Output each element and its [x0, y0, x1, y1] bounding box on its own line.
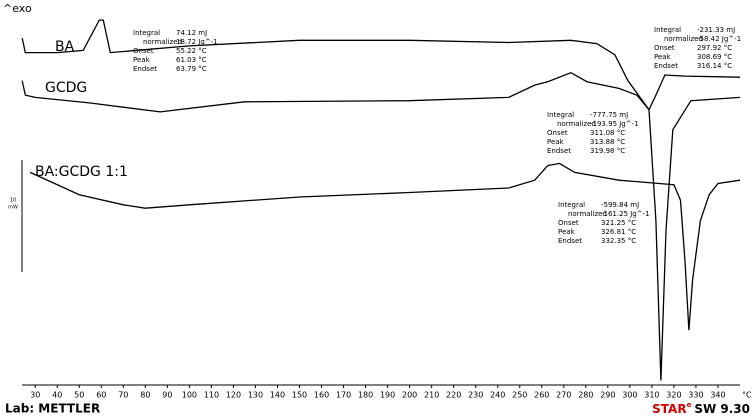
annotation-key: Onset	[654, 44, 675, 52]
x-tick-label: 100	[182, 391, 197, 400]
x-tick-label: 240	[490, 391, 505, 400]
curve	[21, 19, 741, 111]
curve-label: GCDG	[45, 80, 87, 96]
annotation-key: normalized	[143, 38, 182, 46]
brand-mark: e	[687, 401, 692, 409]
annotation-key: Endset	[547, 147, 571, 155]
annotation-value: -161.25 Jg^-1	[601, 210, 650, 218]
y-label: ^exo	[3, 2, 32, 15]
x-tick-label: 170	[336, 391, 351, 400]
annotation-key: Integral	[547, 111, 574, 119]
annotation-value: 61.03 °C	[176, 56, 207, 64]
annotation-value: 63.79 °C	[176, 65, 207, 73]
x-tick-label: 70	[118, 391, 128, 400]
x-tick-label: 200	[402, 391, 417, 400]
annotation-key: Endset	[654, 62, 678, 70]
x-tick-label: 300	[622, 391, 637, 400]
curve-label: BA	[55, 39, 75, 55]
x-tick-label: 120	[226, 391, 241, 400]
annotation-key: Peak	[654, 53, 672, 61]
annotation-key: Integral	[133, 29, 160, 37]
annotation-key: Peak	[558, 228, 576, 236]
annotation-key: Onset	[547, 129, 568, 137]
annotation-value: 297.92 °C	[697, 44, 732, 52]
annotation-value: -58.42 Jg^-1	[697, 35, 741, 43]
x-tick-label: 280	[578, 391, 593, 400]
annotation-key: normalized	[557, 120, 596, 128]
annotation-key: normalized	[568, 210, 607, 218]
x-tick-label: 230	[468, 391, 483, 400]
x-tick-label: 260	[534, 391, 549, 400]
annotation-key: normalized	[664, 35, 703, 43]
x-tick-label: 210	[424, 391, 439, 400]
x-tick-label: 80	[140, 391, 150, 400]
x-tick-label: 60	[96, 391, 106, 400]
annotation-value: -599.84 mJ	[601, 201, 639, 209]
x-tick-label: 50	[74, 391, 84, 400]
annotation-value: 321.25 °C	[601, 219, 636, 227]
scale-bar-unit: mW	[8, 205, 18, 211]
x-tick-label: 160	[314, 391, 329, 400]
x-tick-label: 180	[358, 391, 373, 400]
annotation-key: Onset	[133, 47, 154, 55]
x-tick-label: 40	[52, 391, 62, 400]
x-tick-label: 90	[162, 391, 172, 400]
annotation-value: 326.81 °C	[601, 228, 636, 236]
lab-label: Lab: METTLER	[5, 402, 100, 416]
x-tick-label: 320	[666, 391, 681, 400]
x-tick-label: 340	[710, 391, 725, 400]
annotation-value: 308.69 °C	[697, 53, 732, 61]
x-tick-label: 190	[380, 391, 395, 400]
annotation-key: Integral	[558, 201, 585, 209]
x-tick-label: 150	[292, 391, 307, 400]
annotation-value: 313.88 °C	[590, 138, 625, 146]
annotation-key: Endset	[558, 237, 582, 245]
curve-label: BA:GCDG 1:1	[35, 164, 128, 180]
annotation-key: Endset	[133, 65, 157, 73]
annotation-value: 316.14 °C	[697, 62, 732, 70]
annotation-value: -777.75 mJ	[590, 111, 628, 119]
annotation-value: -193.95 Jg^-1	[590, 120, 639, 128]
software-label: STARe SW 9.30	[652, 401, 750, 416]
x-tick-label: 130	[248, 391, 263, 400]
curve	[21, 71, 741, 381]
x-tick-label: 140	[270, 391, 285, 400]
version: SW 9.30	[694, 402, 750, 416]
x-tick-label: 30	[30, 391, 40, 400]
x-tick-label: 330	[688, 391, 703, 400]
annotation-value: -231.33 mJ	[697, 26, 735, 34]
x-tick-label: 290	[600, 391, 615, 400]
scale-bar-value: 10	[10, 198, 16, 204]
annotation-key: Peak	[547, 138, 565, 146]
annotation-key: Integral	[654, 26, 681, 34]
x-tick-label: 110	[204, 391, 219, 400]
x-tick-label: 310	[644, 391, 659, 400]
annotation-key: Peak	[133, 56, 151, 64]
annotation-value: 319.98 °C	[590, 147, 625, 155]
x-label: °C	[742, 391, 752, 400]
curve	[29, 162, 741, 331]
annotation-value: 332.35 °C	[601, 237, 636, 245]
x-tick-label: 220	[446, 391, 461, 400]
annotation-value: 74.12 mJ	[176, 29, 207, 37]
annotation-value: 311.08 °C	[590, 129, 625, 137]
brand: STAR	[652, 402, 686, 416]
annotation-value: 55.22 °C	[176, 47, 207, 55]
x-tick-label: 270	[556, 391, 571, 400]
annotation-key: Onset	[558, 219, 579, 227]
annotation-value: 18.72 Jg^-1	[176, 38, 218, 46]
x-tick-label: 250	[512, 391, 527, 400]
